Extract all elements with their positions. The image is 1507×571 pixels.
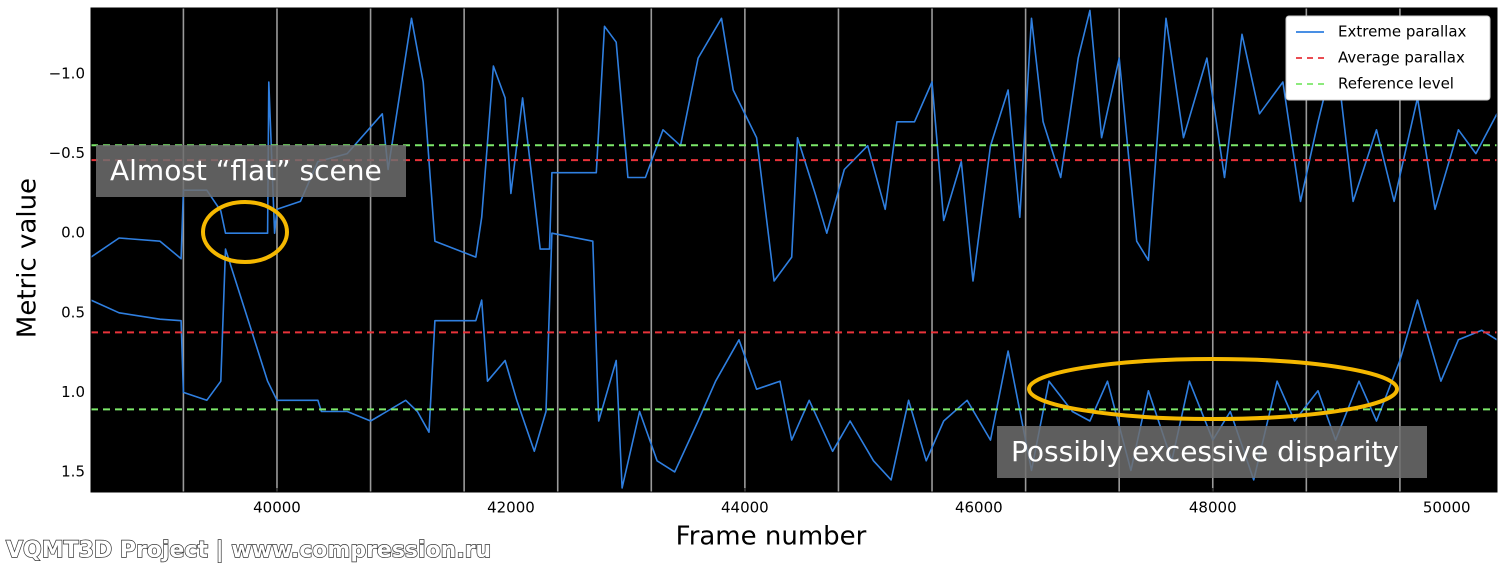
legend-label: Extreme parallax	[1338, 23, 1467, 41]
x-tick-label: 50000	[1423, 499, 1471, 517]
y-tick-label: 0.5	[61, 303, 85, 321]
highlight-ellipse	[1027, 357, 1399, 421]
x-tick-label: 48000	[1189, 499, 1237, 517]
annotation-box	[96, 145, 406, 197]
plot-layer	[90, 8, 1498, 492]
x-tick-label: 40000	[253, 499, 301, 517]
annotation-box	[997, 426, 1427, 478]
legend-label: Reference level	[1338, 75, 1454, 93]
legend-box	[1285, 15, 1491, 101]
legend-label: Average parallax	[1338, 49, 1465, 67]
annotation: Almost “flat” scene	[110, 154, 382, 187]
x-tick-label: 44000	[721, 499, 769, 517]
highlight-ellipse	[201, 200, 289, 264]
y-axis-title: Metric value	[13, 178, 43, 338]
annotation: Possibly excessive disparity	[1011, 435, 1399, 468]
y-tick-label: 1.5	[61, 462, 85, 480]
y-tick-label: 0.0	[61, 224, 85, 242]
y-tick-label: 1.0	[61, 383, 85, 401]
y-tick-label: −1.0	[49, 65, 85, 83]
x-tick-label: 42000	[487, 499, 535, 517]
x-tick-label: 46000	[955, 499, 1003, 517]
plot-frame	[90, 7, 1498, 493]
watermark: VQMT3D Project | www.compression.ru	[6, 538, 491, 563]
overlay-layer: Almost “flat” scene Possibly excessive d…	[96, 145, 1427, 478]
legend: Extreme parallax Average parallax Referenc…	[1285, 15, 1491, 101]
x-axis-title: Frame number	[676, 522, 867, 552]
y-tick-label: −0.5	[49, 144, 85, 162]
